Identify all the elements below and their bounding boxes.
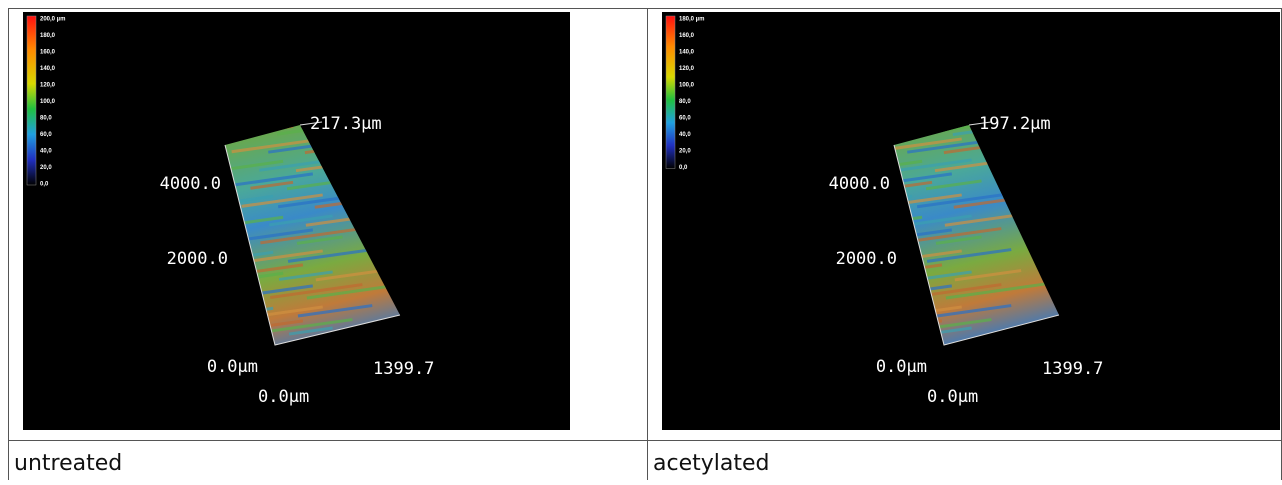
axis-label: 0.0µm	[927, 387, 978, 407]
axis-label: 0.0µm	[876, 357, 927, 377]
color-bar-label: 140,0	[679, 50, 695, 56]
axis-label: 0.0µm	[207, 357, 258, 377]
color-bar-label: 100,0	[40, 99, 56, 105]
axis-label: 1399.7	[373, 359, 434, 379]
color-bar	[27, 16, 36, 185]
axis-label: 217.3µm	[310, 114, 382, 134]
color-bar-label: 40,0	[40, 149, 52, 155]
axis-label: 4000.0	[160, 174, 221, 194]
color-bar-label: 60,0	[679, 116, 691, 122]
color-bar-label: 180,0 µm	[679, 17, 704, 23]
axis-label: 2000.0	[836, 249, 897, 269]
color-bar-label: 180,0	[40, 33, 56, 39]
surface-image: 200,0 µm 180,0 160,0 140,0 120,0 100,0 80,0 60,…	[23, 12, 570, 430]
color-bar-label: 200,0 µm	[40, 17, 65, 23]
color-bar-label: 20,0	[40, 165, 52, 171]
axis-label: 2000.0	[167, 249, 228, 269]
color-bar-label: 160,0	[679, 33, 695, 39]
axis-label: 0.0µm	[258, 387, 309, 407]
caption: untreated	[14, 451, 122, 476]
color-bar-label: 100,0	[679, 83, 695, 89]
color-bar-label: 0,0	[40, 182, 49, 188]
color-bar	[666, 16, 675, 169]
page: 200,0 µm 180,0 160,0 140,0 120,0 100,0 80,0 60,…	[0, 0, 1282, 480]
color-bar-label: 80,0	[40, 116, 52, 122]
color-bar-label: 140,0	[40, 66, 56, 72]
color-bar-label: 160,0	[40, 50, 56, 56]
figure-table: 200,0 µm 180,0 160,0 140,0 120,0 100,0 80,0 60,…	[0, 0, 1282, 480]
color-bar-label: 40,0	[679, 132, 691, 138]
color-bar-label: 0,0	[679, 165, 688, 171]
color-bar-label: 60,0	[40, 132, 52, 138]
axis-label: 4000.0	[829, 174, 890, 194]
color-bar-label: 80,0	[679, 99, 691, 105]
color-bar-label: 20,0	[679, 149, 691, 155]
axis-label: 197.2µm	[979, 114, 1051, 134]
surface-image: 180,0 µm 160,0 140,0 120,0 100,0 80,0 60,0 40,0…	[662, 12, 1280, 430]
color-bar-label: 120,0	[40, 83, 56, 89]
axis-label: 1399.7	[1042, 359, 1103, 379]
caption: acetylated	[653, 451, 769, 476]
color-bar-label: 120,0	[679, 66, 695, 72]
